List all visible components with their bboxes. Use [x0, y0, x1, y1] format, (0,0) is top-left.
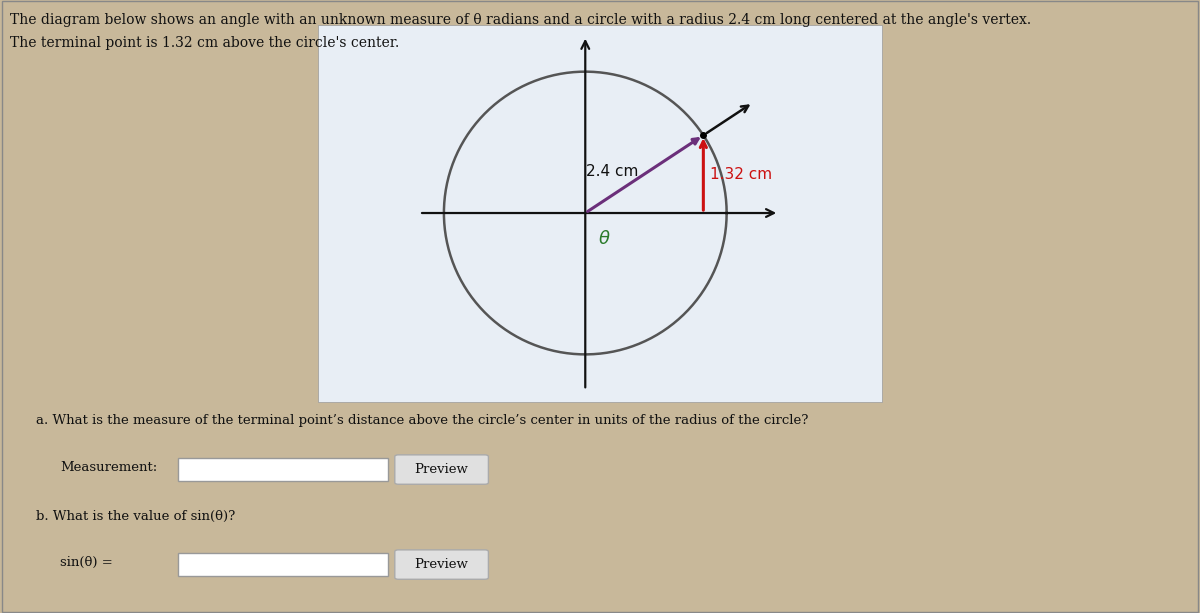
Text: The terminal point is 1.32 cm above the circle's center.: The terminal point is 1.32 cm above the … — [10, 36, 398, 50]
Text: Preview: Preview — [415, 463, 468, 476]
Text: θ: θ — [599, 229, 610, 248]
Text: a. What is the measure of the terminal point’s distance above the circle’s cente: a. What is the measure of the terminal p… — [36, 414, 809, 427]
FancyBboxPatch shape — [178, 553, 388, 576]
Text: Measurement:: Measurement: — [60, 460, 157, 474]
Text: Preview: Preview — [415, 558, 468, 571]
Text: The diagram below shows an angle with an unknown measure of θ radians and a circ: The diagram below shows an angle with an… — [10, 13, 1031, 28]
Text: 1.32 cm: 1.32 cm — [710, 167, 773, 181]
Text: b. What is the value of sin(θ)?: b. What is the value of sin(θ)? — [36, 510, 235, 523]
FancyBboxPatch shape — [395, 550, 488, 579]
Text: 2.4 cm: 2.4 cm — [586, 164, 638, 179]
FancyBboxPatch shape — [318, 25, 882, 402]
Text: sin(θ) =: sin(θ) = — [60, 555, 113, 569]
FancyBboxPatch shape — [178, 458, 388, 481]
FancyBboxPatch shape — [395, 455, 488, 484]
